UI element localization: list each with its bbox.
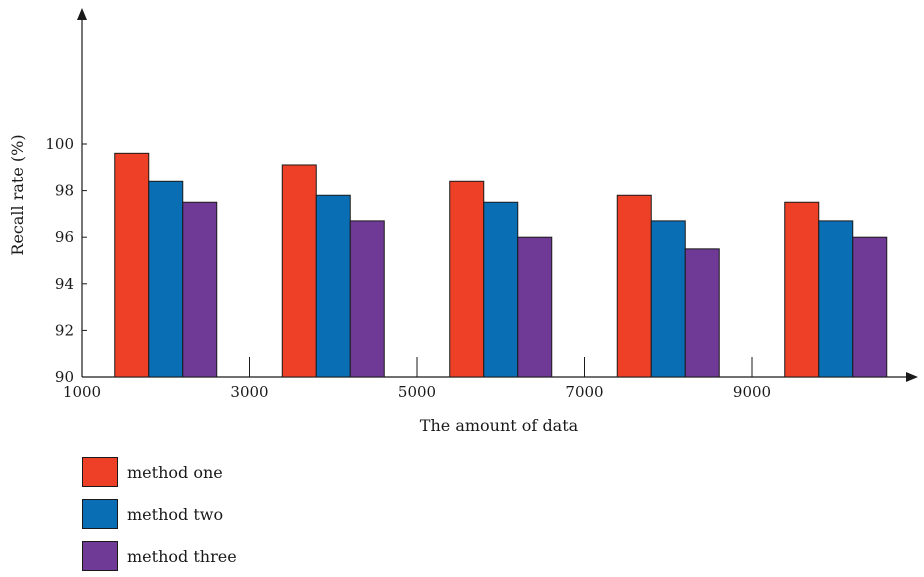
bar-method-one xyxy=(281,164,317,378)
bar-method-three xyxy=(852,236,888,378)
bar-method-three xyxy=(182,201,218,378)
bar-method-two xyxy=(148,180,184,378)
bar-method-three xyxy=(349,220,385,378)
y-axis-label: Recall rate (%) xyxy=(8,134,27,255)
legend-label: method two xyxy=(127,504,224,524)
x-tick-label: 5000 xyxy=(398,383,436,401)
y-tick-label: 90 xyxy=(55,368,74,386)
legend-swatch-method-three xyxy=(82,541,118,571)
bar-method-two xyxy=(483,201,519,378)
x-tick-label: 9000 xyxy=(733,383,771,401)
bar-method-two xyxy=(315,194,351,378)
bar-method-one xyxy=(616,194,652,378)
y-tick-label: 100 xyxy=(45,135,74,153)
y-tick-label: 94 xyxy=(55,275,74,293)
y-tick-label: 92 xyxy=(55,321,74,339)
legend-item: method one xyxy=(82,451,237,493)
legend-item: method three xyxy=(82,535,237,577)
legend-label: method three xyxy=(127,546,237,566)
legend-item: method two xyxy=(82,493,237,535)
bar-method-one xyxy=(114,152,150,378)
bar-method-one xyxy=(784,201,820,378)
legend-swatch-method-two xyxy=(82,499,118,529)
x-tick-label: 7000 xyxy=(565,383,603,401)
bar-method-one xyxy=(449,180,485,378)
x-axis-label: The amount of data xyxy=(420,416,579,435)
chart-bars xyxy=(114,152,888,378)
legend-label: method one xyxy=(127,462,223,482)
y-tick-label: 96 xyxy=(55,228,74,246)
legend-swatch-method-one xyxy=(82,457,118,487)
y-axis-arrow xyxy=(77,8,87,20)
x-tick-label: 3000 xyxy=(230,383,268,401)
bar-method-two xyxy=(650,220,686,378)
x-axis-arrow xyxy=(906,372,918,382)
bar-method-three xyxy=(684,248,720,378)
bar-method-three xyxy=(517,236,553,378)
bar-method-two xyxy=(818,220,854,378)
chart-ticks: 90 92 94 96 98 100 1000 3000 5000 7000 9000 xyxy=(45,135,771,401)
chart-legend: method one method two method three xyxy=(82,451,237,577)
y-tick-label: 98 xyxy=(55,182,74,200)
x-tick-label: 1000 xyxy=(63,383,101,401)
